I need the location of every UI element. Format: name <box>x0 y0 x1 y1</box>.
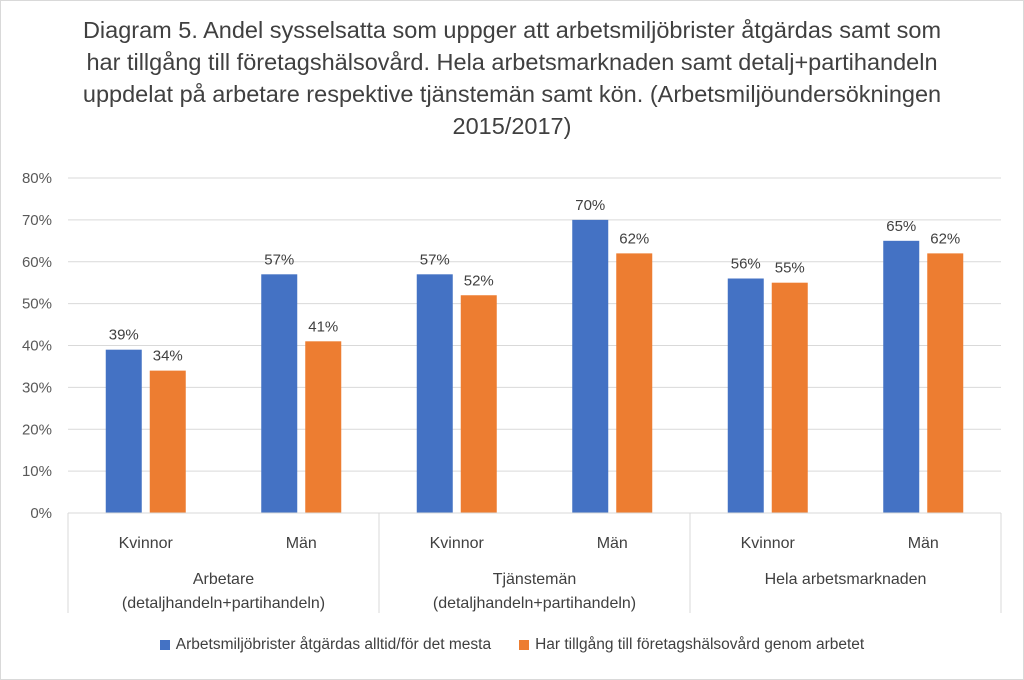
legend-item-series-2: Har tillgång till företagshälsovård geno… <box>519 636 864 654</box>
x-group-label: Arbetare <box>193 571 254 588</box>
x-category-label: Män <box>908 535 939 552</box>
bar <box>572 219 609 513</box>
x-category-label: Män <box>597 535 628 552</box>
legend-swatch-series-1 <box>159 640 170 650</box>
data-label: 41% <box>308 318 338 335</box>
y-tick-label: 50% <box>22 296 52 313</box>
data-label: 65% <box>886 218 916 235</box>
x-group-sublabel: (detaljhandeln+partihandeln) <box>433 595 636 612</box>
legend-label-series-2: Har tillgång till företagshälsovård geno… <box>535 636 865 653</box>
bar <box>105 349 142 513</box>
y-tick-label: 10% <box>22 463 52 480</box>
y-tick-label: 40% <box>22 338 52 355</box>
x-group-label: Tjänstemän <box>493 571 577 588</box>
bar <box>771 282 808 513</box>
data-label: 70% <box>575 197 605 214</box>
y-tick-label: 70% <box>22 212 52 229</box>
bar <box>883 240 920 513</box>
x-category-label: Kvinnor <box>119 535 174 552</box>
bar <box>149 370 186 513</box>
data-label: 39% <box>109 327 139 344</box>
data-label: 56% <box>731 256 761 273</box>
y-tick-label: 80% <box>22 170 52 187</box>
bar <box>305 341 342 513</box>
chart-title: Diagram 5. Andel sysselsatta som uppger … <box>82 17 942 139</box>
bar <box>616 253 653 513</box>
data-label: 62% <box>930 230 960 247</box>
y-tick-label: 30% <box>22 379 52 396</box>
bar <box>460 295 497 513</box>
legend: Arbetsmiljöbrister åtgärdas alltid/för d… <box>0 636 1024 654</box>
y-tick-label: 20% <box>22 421 52 438</box>
data-label: 57% <box>420 251 450 268</box>
bar <box>261 274 298 513</box>
y-tick-label: 60% <box>22 254 52 271</box>
x-group-sublabel: (detaljhandeln+partihandeln) <box>122 595 325 612</box>
y-tick-label: 0% <box>30 505 52 522</box>
data-label: 62% <box>619 230 649 247</box>
x-category-label: Män <box>286 535 317 552</box>
legend-swatch-series-2 <box>519 640 530 650</box>
legend-label-series-1: Arbetsmiljöbrister åtgärdas alltid/för d… <box>175 636 492 653</box>
data-label: 55% <box>775 260 805 277</box>
bar <box>927 253 964 513</box>
bar <box>416 274 453 513</box>
legend-item-series-1: Arbetsmiljöbrister åtgärdas alltid/för d… <box>159 636 492 654</box>
bar <box>727 278 764 513</box>
data-label: 57% <box>264 251 294 268</box>
x-group-label: Hela arbetsmarknaden <box>765 571 927 588</box>
x-category-label: Kvinnor <box>741 535 796 552</box>
data-label: 52% <box>464 272 494 289</box>
x-category-label: Kvinnor <box>430 535 485 552</box>
data-label: 34% <box>153 348 183 365</box>
